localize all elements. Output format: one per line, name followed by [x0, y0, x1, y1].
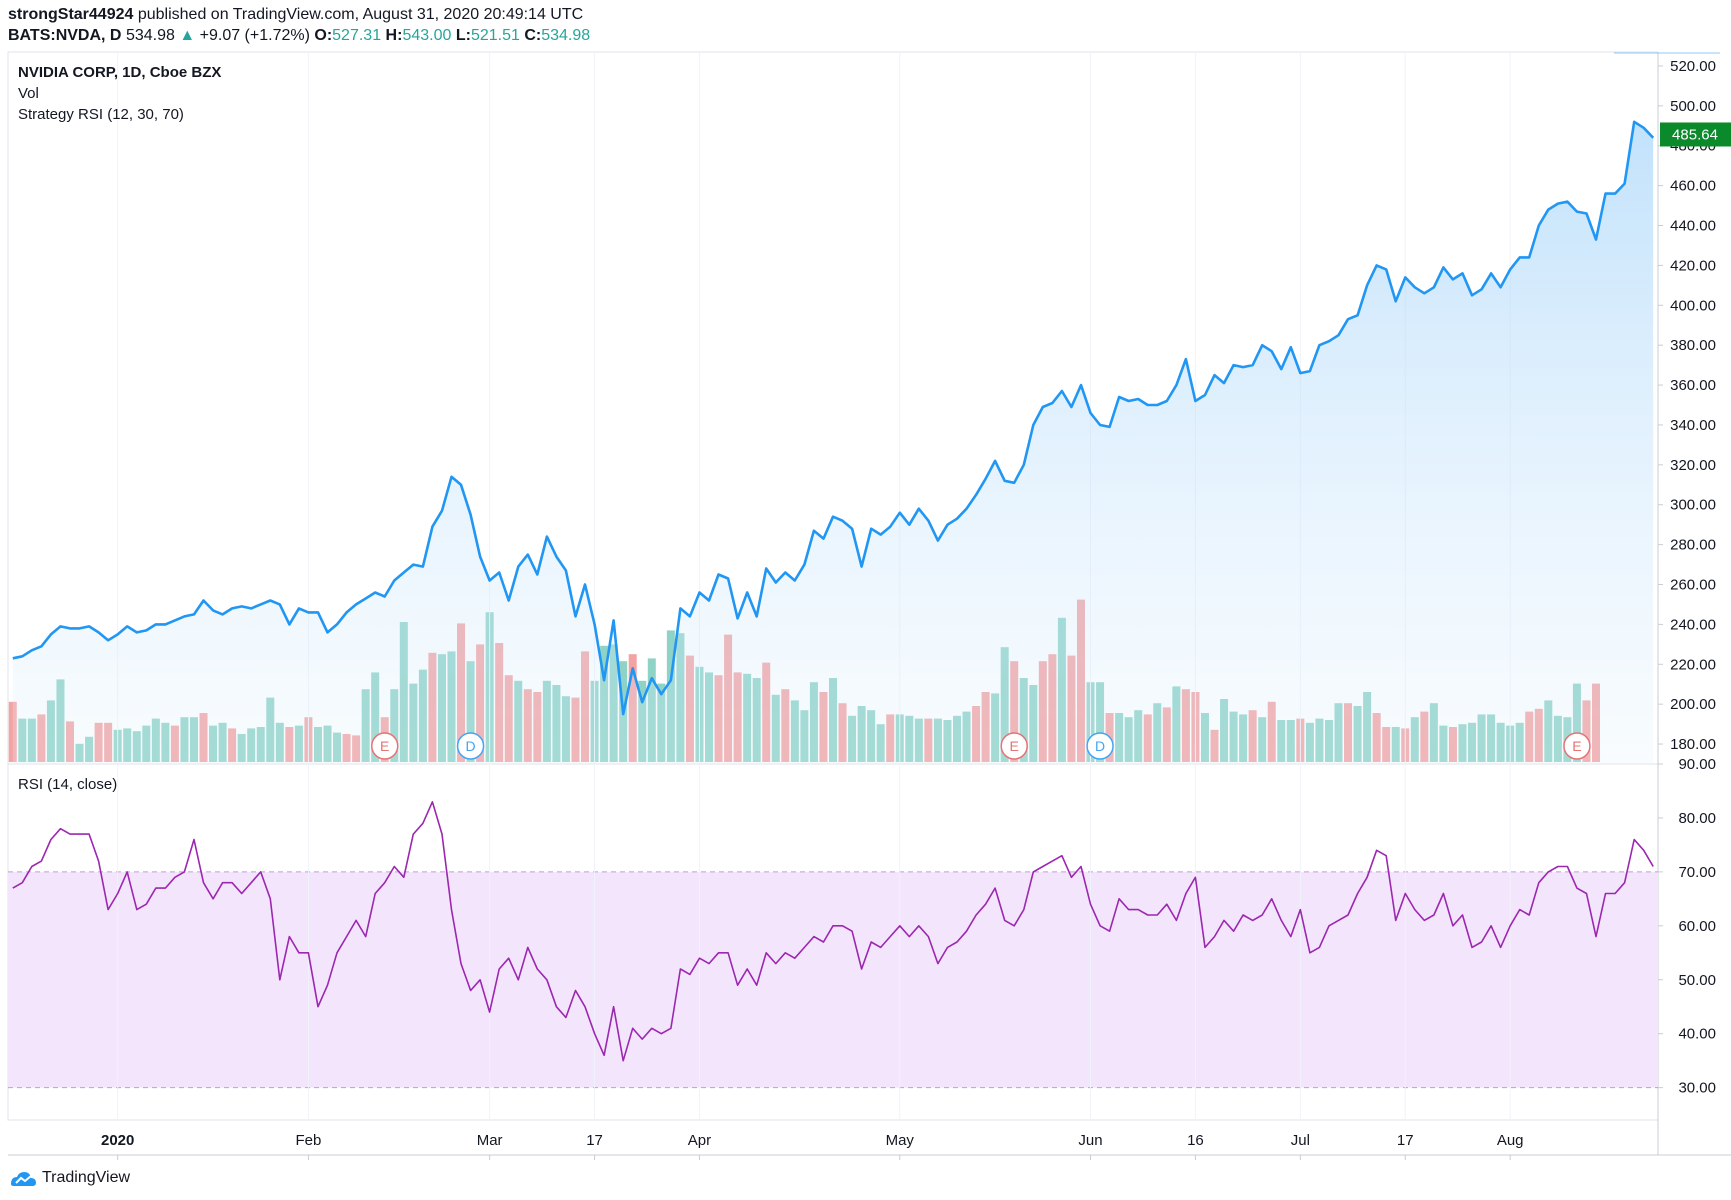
price-axis-label: 240.00 [1670, 616, 1716, 633]
open-label: O: [314, 27, 333, 44]
price-axis-label: 420.00 [1670, 257, 1716, 274]
x-axis-label: 17 [586, 1132, 603, 1149]
price-axis-label: 280.00 [1670, 537, 1716, 554]
event-marker-letter: E [380, 738, 389, 754]
x-axis-label: May [886, 1132, 915, 1149]
close-label: C: [524, 27, 542, 44]
footer-brand[interactable]: TradingView [8, 1168, 130, 1188]
price-area [12, 121, 1654, 765]
event-marker-letter: E [1010, 738, 1019, 754]
x-axis-label: Apr [688, 1132, 711, 1149]
earnings-marker-icon [1563, 732, 1591, 760]
x-axis-label: Feb [296, 1132, 322, 1149]
rsi-axis-label: 70.00 [1678, 864, 1716, 881]
symbol-label: BATS:NVDA, D [8, 27, 122, 44]
price-axis-label: 500.00 [1670, 98, 1716, 115]
last-price: 534.98 [125, 27, 175, 44]
close-value: 534.98 [541, 27, 591, 44]
event-marker-letter: D [1095, 738, 1105, 754]
chart-header: strongStar44924 published on TradingView… [8, 4, 590, 46]
last-price-label: 485.64 [1672, 126, 1718, 143]
price-axis-label: 220.00 [1670, 656, 1716, 673]
volume-bar [8, 701, 17, 762]
strategy-legend[interactable]: Strategy RSI (12, 30, 70) [18, 106, 184, 123]
price-axis-label: 320.00 [1670, 457, 1716, 474]
volume-legend[interactable]: Vol [18, 85, 39, 102]
open-value: 527.31 [332, 27, 382, 44]
price-axis-label: 380.00 [1670, 337, 1716, 354]
dividend-marker-icon [1086, 732, 1114, 760]
price-axis-label: 300.00 [1670, 497, 1716, 514]
high-label: H: [385, 27, 403, 44]
rsi-legend[interactable]: RSI (14, close) [18, 776, 118, 793]
rsi-axis-label: 40.00 [1678, 1026, 1716, 1043]
earnings-marker-icon [1000, 732, 1028, 760]
publisher-line: strongStar44924 published on TradingView… [8, 4, 590, 25]
high-value: 543.00 [402, 27, 452, 44]
rsi-axis-label: 30.00 [1678, 1080, 1716, 1097]
low-value: 521.51 [470, 27, 520, 44]
rsi-axis-label: 60.00 [1678, 918, 1716, 935]
price-change: +9.07 (+1.72%) [199, 27, 310, 44]
dividend-marker-icon [456, 732, 485, 760]
rsi-axis-label: 90.00 [1678, 756, 1716, 773]
series-title[interactable]: NVIDIA CORP, 1D, Cboe BZX [18, 64, 222, 81]
x-axis-label: 2020 [101, 1132, 134, 1149]
event-marker-letter: D [466, 738, 476, 754]
low-label: L: [455, 27, 471, 44]
rsi-band [8, 871, 1658, 1088]
tradingview-logo-icon [11, 1172, 36, 1186]
up-arrow-icon: ▲ [179, 27, 196, 44]
x-axis-label: Jun [1078, 1132, 1102, 1149]
price-axis-label: 180.00 [1670, 736, 1716, 753]
price-axis-label: 200.00 [1670, 696, 1716, 713]
footer-brand-label: TradingView [42, 1169, 131, 1186]
published-text: published on TradingView.com, August 31,… [137, 6, 584, 23]
price-axis-label: 440.00 [1670, 218, 1716, 235]
price-axis-label: 360.00 [1670, 377, 1716, 394]
event-marker-letter: E [1572, 738, 1581, 754]
price-line [12, 120, 1655, 716]
price-axis-label: 460.00 [1670, 178, 1716, 195]
rsi-line [12, 801, 1654, 1062]
last-price-badge [1660, 122, 1731, 147]
chart-canvas[interactable]: 180.00 200.00 220.00 240.00 260.00 280.00 300.… [0, 0, 1731, 1160]
rsi-axis-label: 80.00 [1678, 810, 1716, 827]
x-axis-label: Mar [477, 1132, 503, 1149]
ohlc-line: BATS:NVDA, D 534.98 ▲ +9.07 (+1.72%) O:5… [8, 25, 590, 46]
rsi-axis-label: 50.00 [1678, 972, 1716, 989]
x-axis-label: Jul [1291, 1132, 1310, 1149]
price-axis-label: 260.00 [1670, 577, 1716, 594]
author-name[interactable]: strongStar44924 [8, 6, 134, 23]
x-axis-label: 16 [1187, 1132, 1204, 1149]
price-axis-label: 400.00 [1670, 297, 1716, 314]
earnings-marker-icon [370, 732, 399, 760]
price-axis-label: 340.00 [1670, 417, 1716, 434]
price-axis-label: 520.00 [1670, 58, 1716, 75]
x-axis-label: Aug [1497, 1132, 1524, 1149]
x-axis-label: 17 [1397, 1132, 1414, 1149]
